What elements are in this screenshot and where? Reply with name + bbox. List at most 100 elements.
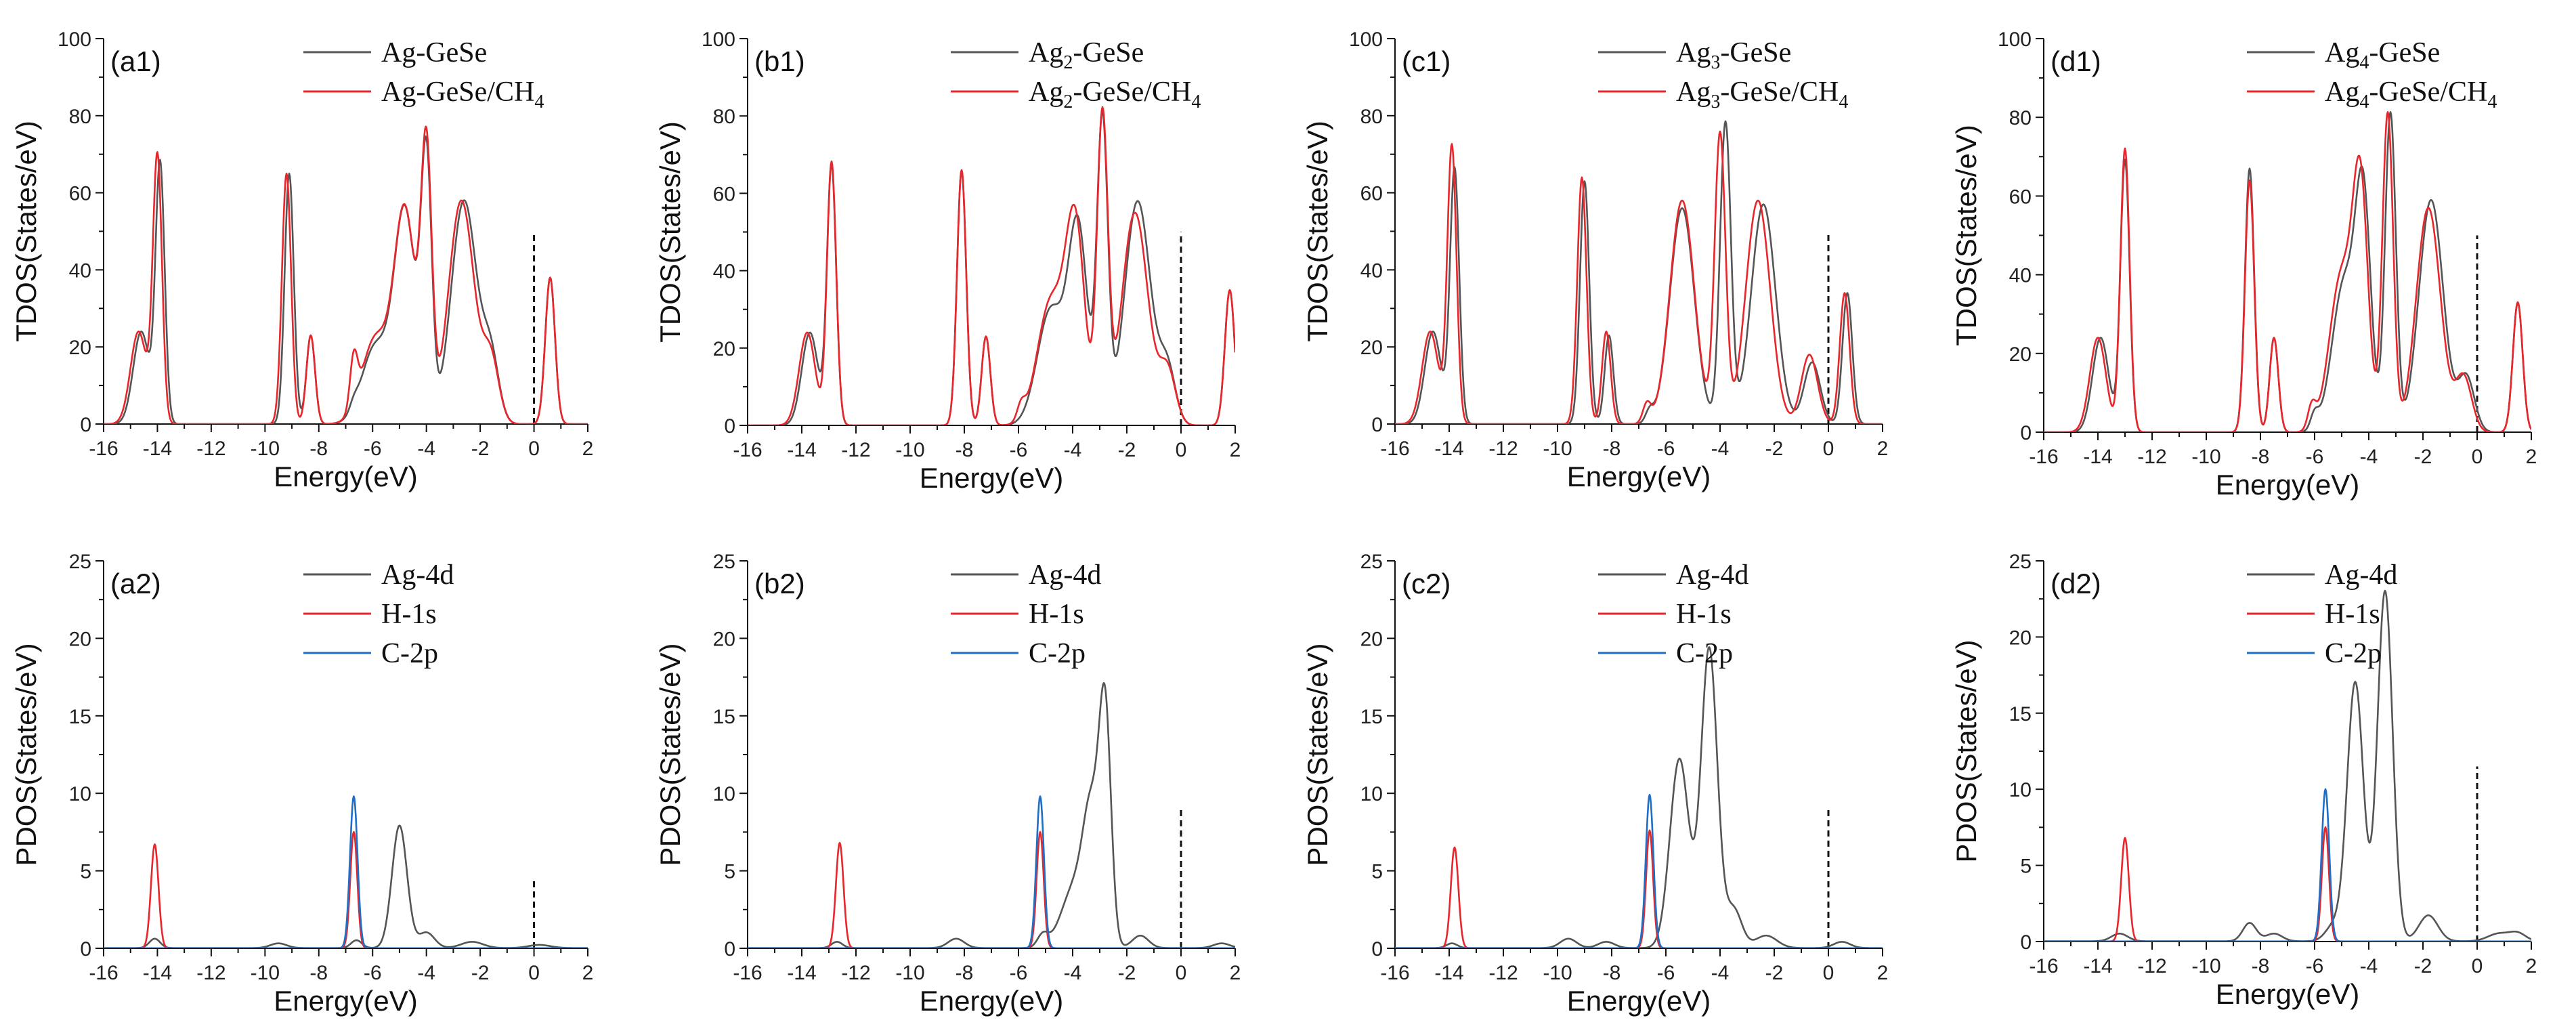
legend-entry: Ag-GeSe [381,37,487,68]
legend-entry: Ag-4d [1676,559,1748,591]
series-line-c-2p [1395,793,1883,948]
x-tick-label: -10 [2191,955,2220,977]
y-tick-label: 25 [713,551,735,573]
panel-tag: (d1) [2051,45,2101,77]
series-line-ag-4d [748,681,1235,948]
series-line-c-2p [104,795,588,948]
y-tick-label: 10 [713,783,735,805]
y-axis-title: PDOS(States/eV) [1302,643,1333,866]
legend-entry: C-2p [1676,638,1733,669]
x-tick-label: -10 [1543,438,1572,460]
legend-entry: Ag-4d [2325,559,2397,591]
x-tick-label: -6 [1657,962,1675,984]
y-tick-label: 80 [2009,107,2032,129]
x-tick-label: -14 [1434,962,1463,984]
x-tick-label: -8 [309,962,328,984]
panel-c2: -16 -14 -12 -10 -8 -6 -4 -2 0 20510152025Energy(e… [1302,551,1888,1017]
x-tick-label: -2 [471,962,490,984]
x-tick-label: -2 [1765,962,1784,984]
series-line-c-2p [2044,788,2531,942]
x-tick-label: -12 [841,962,870,984]
x-tick-label: -8 [1603,962,1621,984]
x-tick-label: -16 [1380,962,1409,984]
x-tick-label: -6 [364,438,382,460]
x-tick-label: -10 [251,438,280,460]
series-line-ag-gese-ch4 [104,125,588,424]
x-tick-label: -16 [733,962,762,984]
y-tick-label: 20 [1360,628,1383,650]
y-tick-label: 25 [2009,551,2032,573]
x-tick-label: -16 [1380,438,1409,460]
y-tick-label: 15 [1360,706,1383,728]
x-tick-label: -14 [787,962,816,984]
x-tick-label: -8 [956,439,974,461]
y-tick-label: 20 [69,337,91,359]
x-tick-label: -8 [2252,955,2270,977]
y-tick-label: 60 [1360,183,1383,205]
series-line-ag4-gese-ch4 [2044,111,2531,432]
y-tick-label: 0 [1371,938,1383,960]
y-tick-label: 5 [80,861,91,883]
x-axis-title: Energy(eV) [1567,461,1711,492]
x-axis-title: Energy(eV) [2216,978,2359,1010]
y-tick-label: 0 [724,415,735,438]
panel-tag: (b1) [754,45,805,77]
y-axis-title: PDOS(States/eV) [654,643,686,866]
y-tick-label: 60 [2009,186,2032,208]
panel-b2: -16 -14 -12 -10 -8 -6 -4 -2 0 20510152025Energy(e… [654,551,1241,1017]
x-axis-title: Energy(eV) [2216,469,2359,501]
x-axis-title: Energy(eV) [274,985,417,1017]
panel-tag: (a1) [110,45,161,77]
x-tick-label: 2 [2526,446,2537,468]
legend-entry: Ag-4d [1029,559,1101,591]
x-tick-label: 2 [582,438,594,460]
y-tick-label: 60 [69,183,91,205]
x-tick-label: 2 [2526,955,2537,977]
x-tick-label: -10 [2191,446,2220,468]
x-tick-label: 0 [2472,446,2483,468]
series-line-h-1s [1395,829,1883,948]
y-tick-label: 0 [80,938,91,960]
legend-entry: H-1s [381,599,437,630]
x-tick-label: -8 [1603,438,1621,460]
panel-a1: -16 -14 -12 -10 -8 -6 -4 -2 0 2020406080100Energy… [10,28,593,492]
series-line-c-2p [748,795,1235,948]
x-tick-label: -4 [1711,962,1730,984]
x-tick-label: 2 [1230,962,1241,984]
legend-entry: Ag3-GeSe [1676,37,1791,73]
y-tick-label: 20 [713,628,735,650]
y-tick-label: 40 [1360,259,1383,282]
y-tick-label: 80 [1360,106,1383,128]
x-tick-label: 0 [2472,955,2483,977]
y-tick-label: 25 [1360,551,1383,573]
y-tick-label: 100 [58,28,91,51]
legend-entry: H-1s [1029,599,1084,630]
panel-tag: (b2) [754,568,805,599]
legend-entry: C-2p [2325,638,2382,669]
series-line-ag-4d [2044,589,2531,942]
legend-entry: Ag2-GeSe/CH4 [1029,77,1201,112]
x-tick-label: -16 [2029,955,2058,977]
legend-entry: Ag-4d [381,559,454,591]
y-tick-label: 0 [1371,414,1383,436]
y-tick-label: 15 [713,706,735,728]
y-tick-label: 60 [713,183,735,205]
x-axis-title: Energy(eV) [920,985,1063,1017]
legend-entry: H-1s [1676,599,1732,630]
y-tick-label: 5 [724,861,735,883]
x-tick-label: -12 [1488,962,1518,984]
x-tick-label: -14 [143,962,172,984]
panel-tag: (d2) [2051,568,2101,599]
y-tick-label: 80 [713,106,735,128]
x-tick-label: -4 [1064,439,1082,461]
x-tick-label: -4 [417,438,435,460]
x-tick-label: -8 [956,962,974,984]
x-tick-label: -4 [2360,446,2378,468]
x-tick-label: -4 [1064,962,1082,984]
y-tick-label: 10 [2009,779,2032,801]
series-line-h-1s [2044,826,2531,942]
y-tick-label: 20 [2009,627,2032,649]
x-tick-label: -8 [309,438,328,460]
x-tick-label: -14 [143,438,172,460]
x-tick-label: -12 [196,962,226,984]
